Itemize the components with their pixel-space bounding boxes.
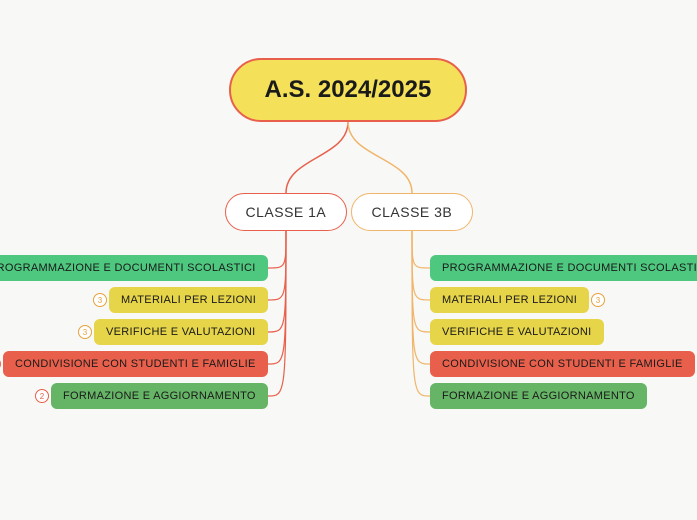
branch-classe1a[interactable]: CLASSE 1A xyxy=(225,193,348,231)
count-badge: 3 xyxy=(93,293,107,307)
leaf-node[interactable]: MATERIALI PER LEZIONI xyxy=(430,287,589,313)
count-badge: 2 xyxy=(0,357,1,371)
leaf-node[interactable]: VERIFICHE E VALUTAZIONI xyxy=(94,319,268,345)
leaf-node[interactable]: MATERIALI PER LEZIONI xyxy=(109,287,268,313)
branch-classe3b[interactable]: CLASSE 3B xyxy=(351,193,474,231)
leaf-node[interactable]: PROGRAMMAZIONE E DOCUMENTI SCOLASTICI xyxy=(430,255,697,281)
count-badge: 2 xyxy=(35,389,49,403)
root-node[interactable]: A.S. 2024/2025 xyxy=(229,58,468,122)
leaf-node[interactable]: FORMAZIONE E AGGIORNAMENTO xyxy=(430,383,647,409)
count-badge: 3 xyxy=(591,293,605,307)
leaf-node[interactable]: FORMAZIONE E AGGIORNAMENTO xyxy=(51,383,268,409)
leaf-node[interactable]: CONDIVISIONE CON STUDENTI E FAMIGLIE xyxy=(430,351,695,377)
count-badge: 3 xyxy=(78,325,92,339)
leaf-node[interactable]: PROGRAMMAZIONE E DOCUMENTI SCOLASTICI xyxy=(0,255,268,281)
leaf-node[interactable]: CONDIVISIONE CON STUDENTI E FAMIGLIE xyxy=(3,351,268,377)
leaf-node[interactable]: VERIFICHE E VALUTAZIONI xyxy=(430,319,604,345)
